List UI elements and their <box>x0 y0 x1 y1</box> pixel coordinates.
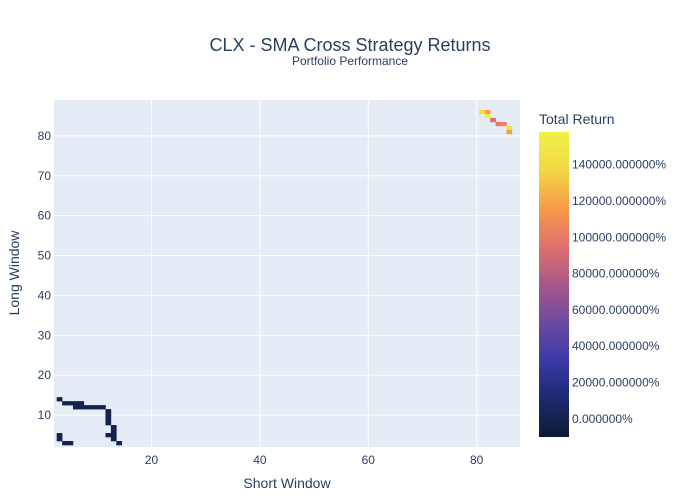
heatmap-cell[interactable] <box>484 113 491 119</box>
heatmap-cell[interactable] <box>105 413 112 418</box>
heatmap-cell[interactable] <box>501 121 507 127</box>
heatmap-cell[interactable] <box>72 401 79 406</box>
y-tick-label: 30 <box>38 328 52 342</box>
heatmap-cell[interactable] <box>105 421 112 426</box>
y-tick-label: 60 <box>38 209 52 223</box>
x-tick-label: 40 <box>253 453 267 467</box>
colorbar-tick-label: 60000.000000% <box>572 303 660 317</box>
y-tick-label: 80 <box>38 129 52 143</box>
grid-lines <box>54 100 520 447</box>
heatmap-cell[interactable] <box>62 441 68 446</box>
heatmap-cell[interactable] <box>62 401 68 406</box>
colorbar-tick-label: 0.000000% <box>572 412 633 426</box>
heatmap-cell[interactable] <box>67 401 74 406</box>
heatmap-cell[interactable] <box>83 405 90 410</box>
heatmap-cell[interactable] <box>56 397 63 402</box>
plot-area <box>54 100 520 447</box>
heatmap-cell[interactable] <box>56 437 63 442</box>
x-tick-label: 60 <box>362 453 376 467</box>
y-tick-label: 40 <box>38 288 52 302</box>
heatmap-cell[interactable] <box>484 109 491 115</box>
heatmap-cell[interactable] <box>56 433 63 438</box>
colorbar-tick-label: 120000.000000% <box>572 194 666 208</box>
heatmap-cell[interactable] <box>506 125 513 131</box>
heatmap-cell[interactable] <box>67 441 74 446</box>
colorbar-tick-label: 140000.000000% <box>572 158 666 172</box>
heatmap-cells[interactable] <box>56 109 513 446</box>
heatmap-cell[interactable] <box>78 401 85 406</box>
heatmap-cell[interactable] <box>105 417 112 422</box>
y-axis-ticks: 10 20 30 40 50 60 70 80 <box>38 129 52 422</box>
x-axis-ticks: 20 40 60 80 <box>145 453 484 467</box>
colorbar-tick-label: 40000.000000% <box>572 339 660 353</box>
y-axis-label: Long Window <box>6 230 22 316</box>
heatmap-cell[interactable] <box>116 441 123 446</box>
heatmap-cell[interactable] <box>110 425 117 430</box>
heatmap-cell[interactable] <box>72 405 79 410</box>
colorbar-ticks: 0.000000% 20000.000000% 40000.000000% 60000… <box>572 158 666 426</box>
heatmap-cell[interactable] <box>110 429 117 434</box>
heatmap-cell[interactable] <box>105 409 112 414</box>
colorbar-tick-label: 20000.000000% <box>572 376 660 390</box>
heatmap-cell[interactable] <box>110 437 117 442</box>
heatmap-cell[interactable] <box>110 433 117 438</box>
y-tick-label: 50 <box>38 249 52 263</box>
heatmap-cell[interactable] <box>479 109 486 115</box>
y-tick-label: 70 <box>38 169 52 183</box>
chart-subtitle: Portfolio Performance <box>292 54 408 68</box>
y-tick-label: 20 <box>38 368 52 382</box>
colorbar-tick-label: 80000.000000% <box>572 267 660 281</box>
heatmap-cell[interactable] <box>490 117 496 123</box>
colorbar-tick-label: 100000.000000% <box>572 230 666 244</box>
y-tick-label: 10 <box>38 408 52 422</box>
heatmap-cell[interactable] <box>506 129 513 135</box>
colorbar-title: Total Return <box>539 111 614 127</box>
heatmap-cell[interactable] <box>89 405 95 410</box>
heatmap-cell[interactable] <box>100 405 106 410</box>
heatmap-cell[interactable] <box>94 405 101 410</box>
x-tick-label: 20 <box>145 453 159 467</box>
chart-title: CLX - SMA Cross Strategy Returns <box>209 35 490 55</box>
colorbar <box>539 132 569 437</box>
heatmap-cell[interactable] <box>495 121 502 127</box>
x-axis-label: Short Window <box>243 475 331 491</box>
heatmap-cell[interactable] <box>105 433 112 438</box>
x-tick-label: 80 <box>470 453 484 467</box>
heatmap-cell[interactable] <box>78 405 85 410</box>
